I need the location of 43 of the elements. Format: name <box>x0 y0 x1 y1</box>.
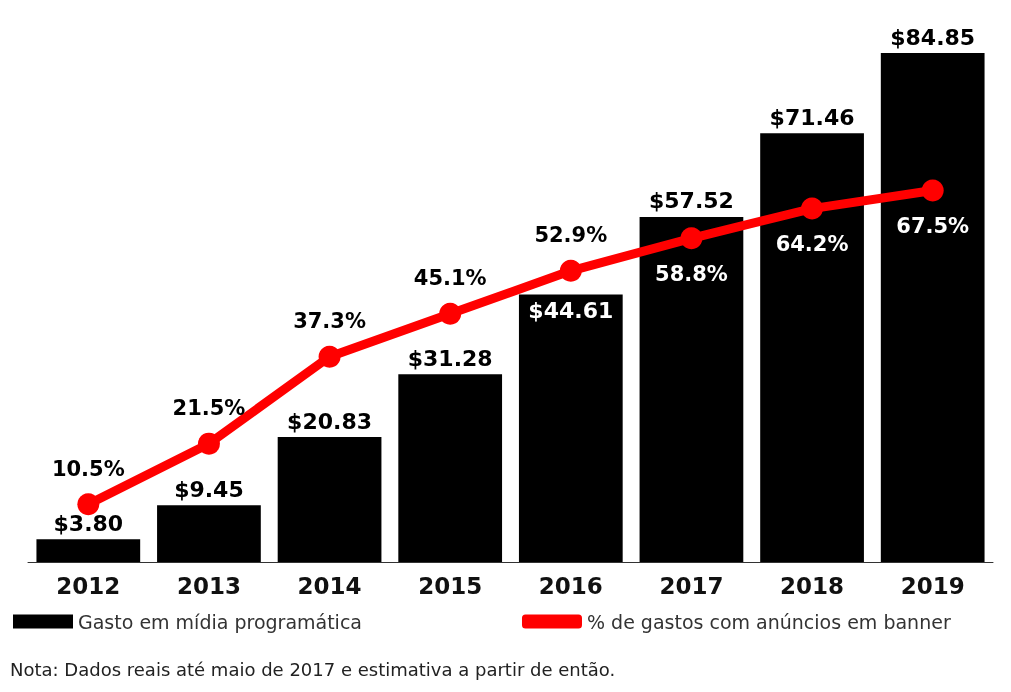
point <box>439 302 462 325</box>
point <box>197 432 220 455</box>
bar <box>398 374 503 562</box>
data-label: 52.9% <box>534 223 608 248</box>
data-label: $31.28 <box>407 345 493 371</box>
bar <box>760 133 864 562</box>
data-label: $20.83 <box>287 408 373 434</box>
x-tick-label: 2017 <box>659 572 724 599</box>
data-label: 10.5% <box>51 456 125 481</box>
bar <box>518 294 623 562</box>
data-label: 37.3% <box>293 309 366 334</box>
bar <box>36 539 141 562</box>
point <box>801 197 824 220</box>
x-tick-label: 2014 <box>297 572 362 599</box>
point <box>318 345 341 368</box>
bar <box>157 505 261 562</box>
point <box>921 179 944 202</box>
data-label: 67.5% <box>896 213 970 238</box>
data-label: $3.80 <box>53 510 124 536</box>
x-tick-label: 2015 <box>418 572 483 599</box>
data-label: 58.8% <box>655 261 728 286</box>
x-tick-label: 2012 <box>56 572 121 599</box>
x-tick-label: 2013 <box>176 572 241 599</box>
x-tick-label: 2019 <box>900 572 965 599</box>
text: Nota: Dados reais até maio de 2017 e estimativa a partir de então. <box>10 658 616 680</box>
data-label: $57.52 <box>648 188 734 214</box>
x-tick-label: 2018 <box>780 572 845 599</box>
point <box>559 259 582 282</box>
bar <box>277 437 382 562</box>
data-label: $71.46 <box>769 104 855 130</box>
data-label: 21.5% <box>172 396 246 421</box>
data-label: 64.2% <box>775 232 849 257</box>
legend-label: Gasto em mídia programática <box>78 610 362 633</box>
point <box>77 493 100 516</box>
point <box>680 227 703 250</box>
bar <box>639 216 744 562</box>
data-label: $9.45 <box>174 476 244 502</box>
bar <box>880 53 985 562</box>
data-label: $44.61 <box>528 297 614 323</box>
data-label: 45.1% <box>413 266 487 291</box>
x-tick-label: 2016 <box>538 572 603 599</box>
legend-label: % de gastos com anúncios em banner <box>586 610 951 633</box>
data-label: $84.85 <box>890 24 976 50</box>
